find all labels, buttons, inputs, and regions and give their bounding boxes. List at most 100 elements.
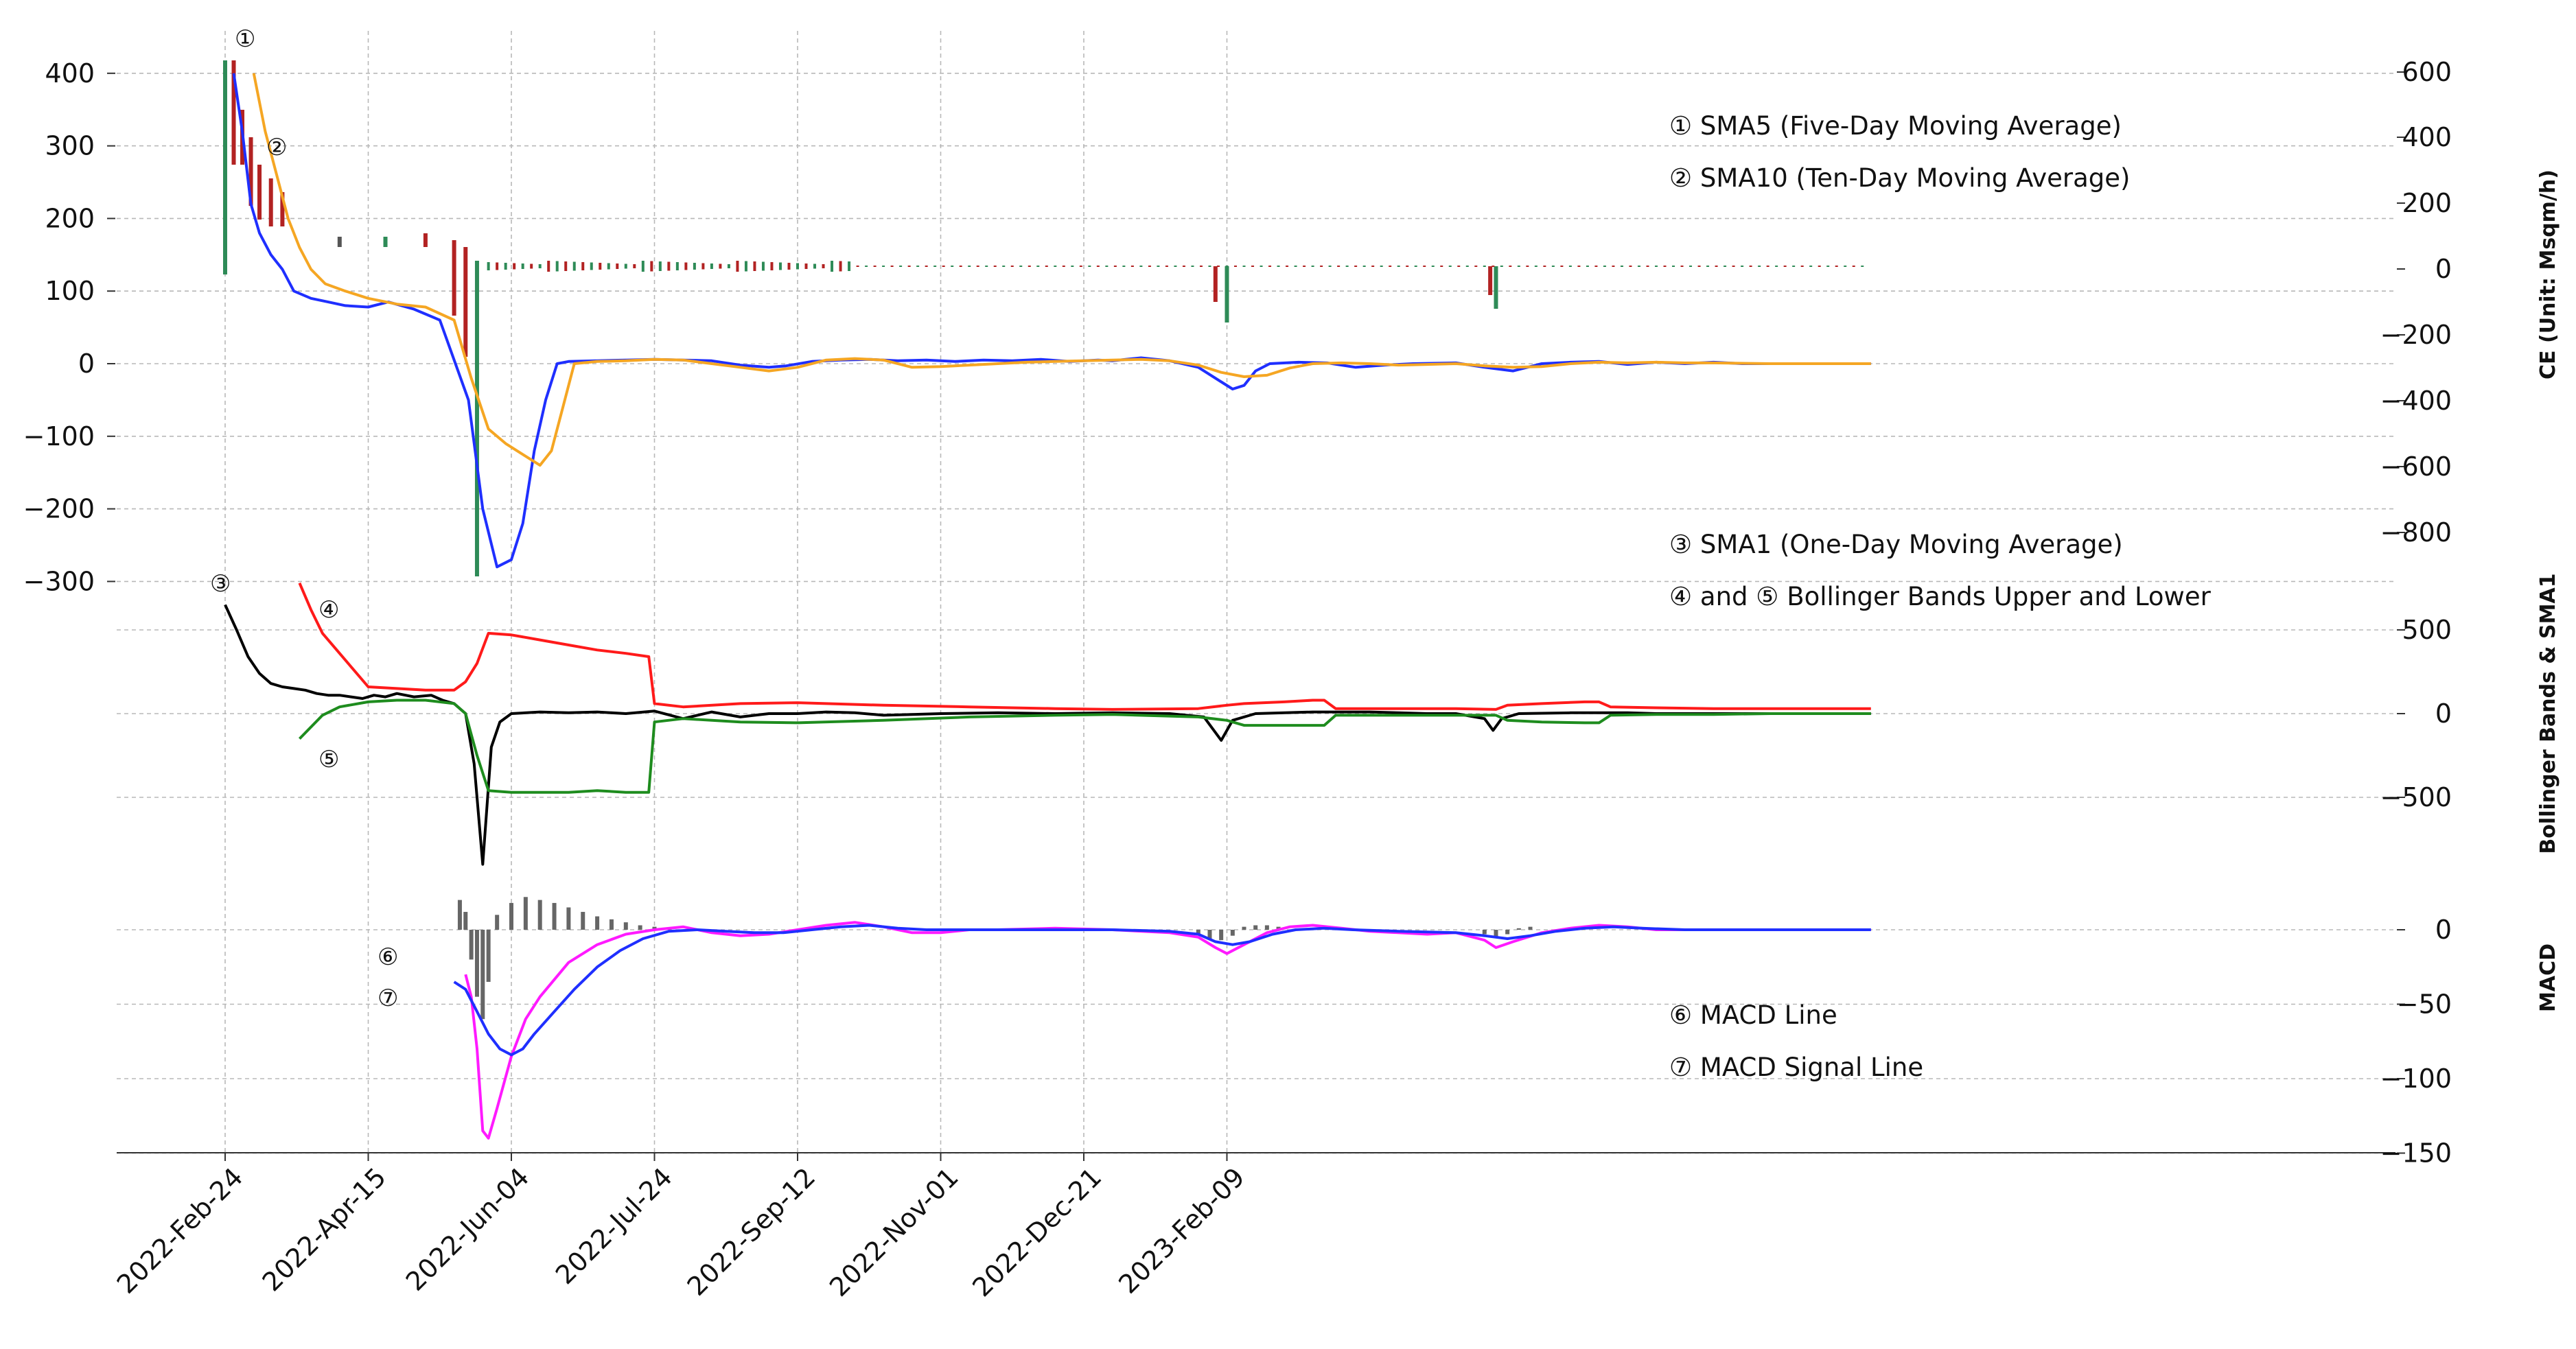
candle-small-263 [976, 266, 979, 267]
right-tick-label-ce-1: 400 [2402, 122, 2452, 152]
candle-small-236 [899, 266, 903, 267]
ylabel-bollinger: Bollinger Bands & SMA1 [2536, 573, 2560, 854]
candle-small-365 [1268, 266, 1272, 267]
candle-small-158 [675, 262, 679, 270]
macd-hist-bar-10 [552, 902, 557, 930]
candle-small-287 [1045, 266, 1048, 267]
macd-hist-bar-7 [509, 902, 513, 930]
candle-small-191 [770, 262, 774, 270]
macd-hist-bar-3 [474, 930, 479, 997]
candle-small-398 [1362, 266, 1366, 267]
candle-small-434 [1465, 266, 1469, 267]
candle-small-404 [1380, 266, 1383, 267]
series-line-sma5 [232, 73, 1871, 569]
candle-small-407 [1389, 266, 1392, 267]
left-tick-label-0: 400 [45, 58, 95, 89]
candle-small-389 [1337, 266, 1341, 267]
ylabel-macd: MACD [2536, 943, 2560, 1012]
candle-small-545 [1783, 266, 1787, 267]
candle-small-476 [1586, 266, 1589, 267]
right-tick-label-macd-0: 0 [2435, 915, 2452, 945]
candle-small-212 [831, 261, 834, 272]
right-tick-label-macd-2: −100 [2380, 1064, 2452, 1094]
candle-10 [452, 240, 456, 316]
candle-small-359 [1251, 266, 1255, 267]
candle-small-383 [1320, 266, 1323, 267]
candle-small-119 [564, 261, 568, 271]
candle-16 [1488, 266, 1493, 295]
candle-small-161 [684, 262, 688, 270]
candle-small-467 [1560, 266, 1564, 267]
candle-small-281 [1028, 266, 1031, 267]
macd-hist-bar-27 [1482, 930, 1487, 935]
candle-small-167 [701, 263, 705, 270]
candle-12 [474, 261, 479, 576]
candle-small-290 [1054, 266, 1057, 267]
candle-1 [231, 60, 236, 165]
marker-1: ① [235, 25, 255, 53]
candle-5 [268, 178, 273, 226]
candle-0 [223, 60, 227, 274]
candle-small-563 [1835, 266, 1838, 267]
candle-small-311 [1113, 266, 1117, 267]
candle-small-347 [1216, 266, 1220, 267]
macd-hist-bar-6 [495, 915, 500, 930]
axis-labels: CE (Unit: Msqm/h) Bollinger Bands & SMA1… [2536, 169, 2560, 1012]
candle-7 [337, 237, 342, 247]
candle-small-386 [1328, 266, 1332, 267]
candle-small-554 [1809, 266, 1813, 267]
right-tick-label-ce-3: 0 [2435, 254, 2452, 284]
candle-small-353 [1234, 266, 1238, 267]
candle-small-557 [1818, 266, 1821, 267]
right-tick-label-boll-0: 500 [2402, 615, 2452, 645]
candle-4 [257, 165, 262, 220]
candle-small-527 [1732, 266, 1735, 267]
candle-small-107 [530, 263, 533, 269]
candle-small-269 [993, 266, 997, 267]
candle-small-260 [968, 266, 971, 267]
candle-small-425 [1440, 266, 1443, 267]
candle-small-143 [633, 264, 636, 268]
candle-small-521 [1715, 266, 1718, 267]
macd-hist-bar-16 [638, 925, 642, 930]
candle-small-296 [1071, 266, 1074, 267]
candle-small-278 [1019, 266, 1023, 267]
candle-small-470 [1568, 266, 1572, 267]
candle-small-149 [650, 261, 653, 272]
series-line-sma10 [252, 73, 1871, 467]
macd-hist-bar-26 [1276, 926, 1281, 930]
marker-7: ⑦ [378, 985, 398, 1012]
left-tick-label-4: 0 [78, 349, 95, 379]
candlesticks [223, 60, 1864, 576]
candle-small-320 [1139, 266, 1143, 267]
candle-small-218 [848, 261, 851, 271]
candle-small-188 [761, 261, 765, 271]
x-tick-label-6: 2022-Dec-21 [966, 1162, 1107, 1302]
macd-hist-bar-19 [1196, 930, 1200, 935]
candle-small-368 [1277, 266, 1280, 267]
x-tick-label-7: 2023-Feb-09 [1113, 1162, 1251, 1300]
candle-small-443 [1492, 266, 1495, 267]
candle-small-194 [778, 262, 782, 270]
candle-small-572 [1861, 266, 1864, 267]
candle-small-284 [1036, 266, 1040, 267]
candle-small-395 [1354, 266, 1358, 267]
annotation-sma5: ① SMA5 (Five-Day Moving Average) [1669, 111, 2122, 141]
left-tick-label-5: −100 [23, 421, 95, 451]
candle-small-272 [1002, 266, 1006, 267]
candle-small-173 [719, 263, 722, 269]
candle-small-509 [1680, 266, 1684, 267]
left-tick-label-1: 300 [45, 131, 95, 161]
right-tick-label-macd-3: −150 [2380, 1138, 2452, 1169]
ylabel-ce: CE (Unit: Msqm/h) [2536, 169, 2560, 379]
left-tick-label-2: 200 [45, 203, 95, 233]
candle-small-377 [1303, 266, 1306, 267]
candle-small-479 [1594, 266, 1598, 267]
candle-small-548 [1792, 266, 1796, 267]
candle-small-494 [1637, 266, 1640, 267]
candle-small-500 [1655, 266, 1658, 267]
candle-small-101 [513, 263, 516, 270]
macd-hist-bar-31 [1528, 926, 1533, 930]
candle-small-200 [796, 263, 799, 270]
candle-small-254 [951, 266, 954, 267]
